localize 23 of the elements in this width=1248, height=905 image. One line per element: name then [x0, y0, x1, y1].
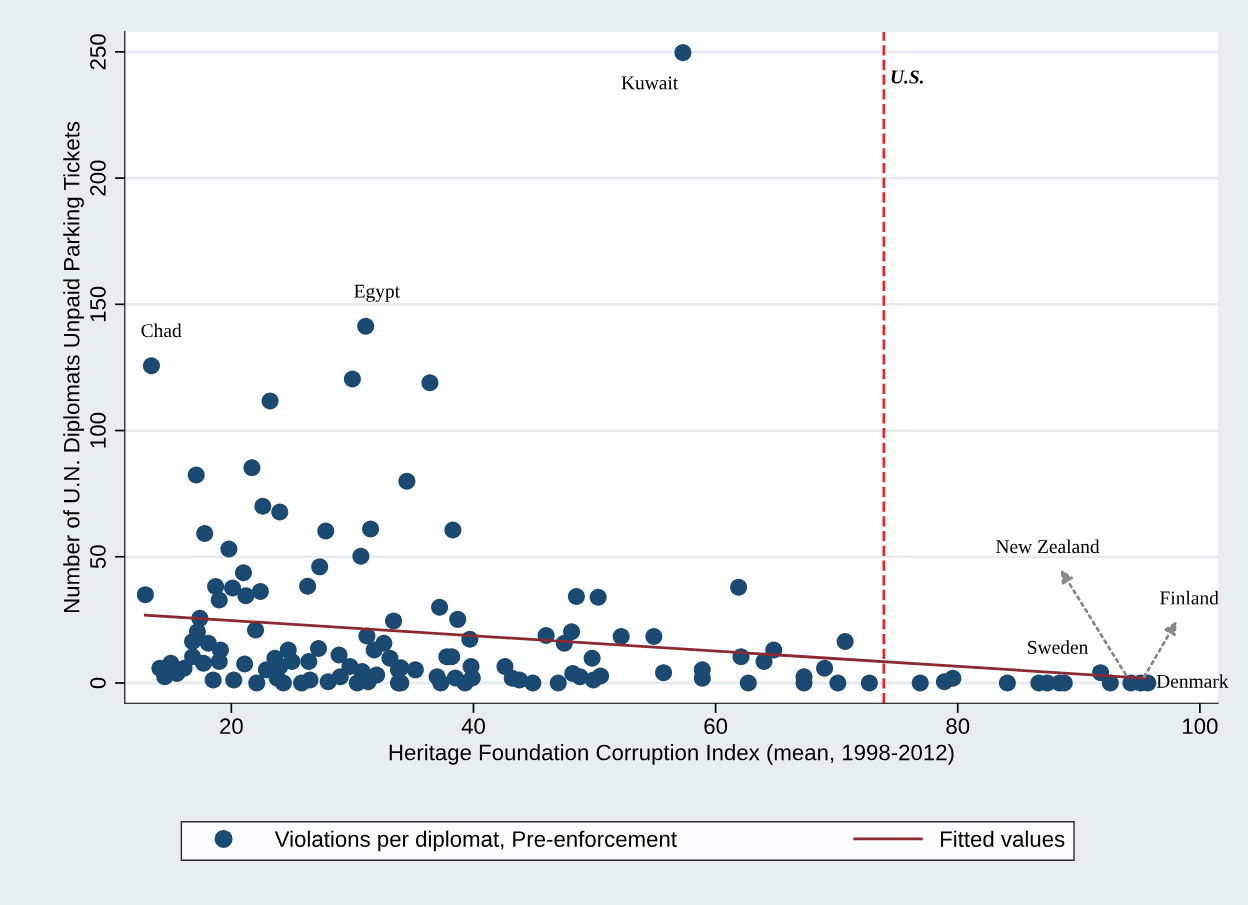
annotation: Kuwait [621, 76, 679, 90]
annotation: Chad [141, 323, 182, 338]
x-tick-label: 60 [704, 718, 728, 735]
y-tick-label: 50 [90, 545, 106, 569]
y-tick-label: 100 [90, 412, 106, 448]
x-tick-label: 20 [220, 718, 243, 735]
annotation: Egypt [354, 284, 400, 302]
y-tick-label: 200 [90, 160, 106, 196]
x-tick-label: 40 [461, 718, 485, 735]
annotation: New Zealand [996, 539, 1100, 554]
annotation: Finland [1160, 590, 1219, 605]
x-tick-label: 80 [946, 718, 970, 735]
y-tick-label: 250 [90, 34, 106, 70]
annotation: Denmark [1156, 674, 1229, 688]
y-tick-label: 150 [90, 286, 106, 322]
y-tick-label: 0 [90, 677, 106, 689]
annotation: Sweden [1028, 640, 1089, 654]
legend-label: Violations per diplomat, Pre-enforcement [274, 830, 677, 852]
legend-label: Fitted values [940, 830, 1065, 847]
x-axis-title: Heritage Foundation Corruption Index (mean, 1998-2012) [389, 744, 954, 765]
y-axis-title: Number of U.N. Diplomats Unpaid Parking Tickets [63, 121, 84, 612]
ref-line-label: U.S. [891, 70, 923, 84]
x-tick-label: 100 [1183, 718, 1218, 735]
